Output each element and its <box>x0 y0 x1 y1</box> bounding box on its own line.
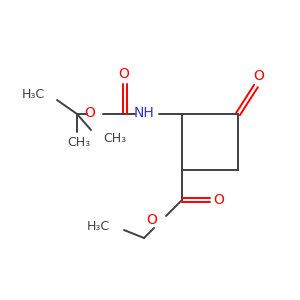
Text: O: O <box>254 69 264 83</box>
Text: O: O <box>118 67 129 81</box>
Text: O: O <box>146 213 157 227</box>
Text: O: O <box>214 193 224 207</box>
Text: H₃C: H₃C <box>22 88 45 101</box>
Text: O: O <box>84 106 95 120</box>
Text: NH: NH <box>133 106 154 120</box>
Text: CH₃: CH₃ <box>103 131 126 145</box>
Text: CH₃: CH₃ <box>68 136 91 148</box>
Text: H₃C: H₃C <box>87 220 110 232</box>
